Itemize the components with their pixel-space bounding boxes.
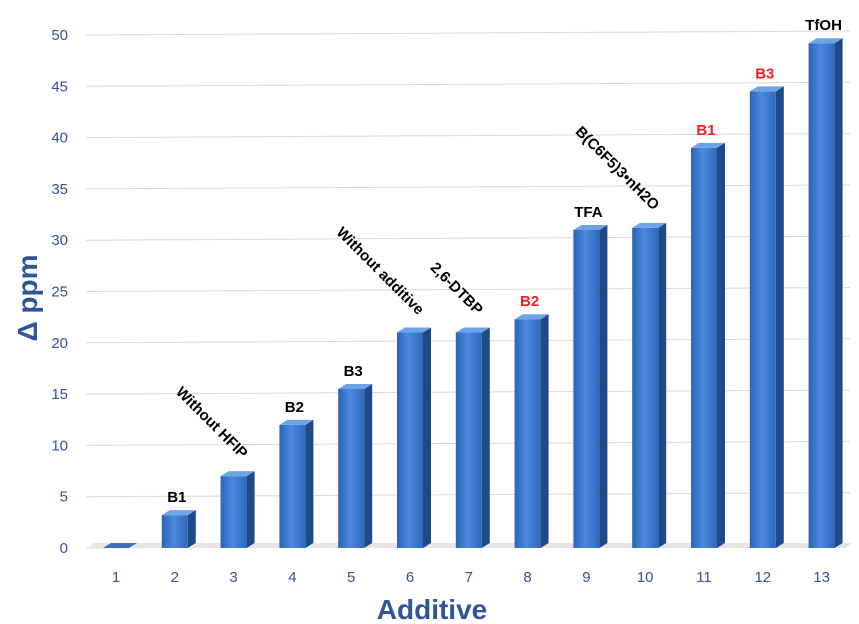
- y-tick-label: 40: [51, 130, 68, 147]
- bar-top: [573, 224, 608, 230]
- bar-top: [161, 510, 196, 516]
- bar-side: [599, 224, 608, 548]
- y-tick-label: 30: [51, 232, 68, 249]
- bar-side: [775, 86, 784, 549]
- gridline: [85, 30, 851, 36]
- gridline: [85, 133, 851, 139]
- x-tick-label: 11: [696, 569, 712, 586]
- bar-top: [691, 142, 725, 148]
- bar-label: B(C6F5)3•nH2O: [572, 123, 663, 214]
- x-tick-label: 4: [288, 569, 296, 586]
- bar-label: B3: [755, 65, 774, 82]
- x-tick-label: 2: [171, 569, 179, 586]
- y-axis-ticks: 0 5 10 15 20 25 30 35 40 45 50: [51, 27, 68, 557]
- bar-side: [834, 38, 843, 548]
- bar-front: [691, 147, 717, 549]
- bar-side: [305, 419, 314, 548]
- bar-label: B1: [167, 489, 186, 506]
- bar: [455, 327, 490, 548]
- bar-front: [397, 332, 423, 548]
- bar-label: B3: [344, 363, 363, 380]
- bar-front: [514, 319, 541, 548]
- bar-front: [161, 515, 188, 548]
- bar-label: B1: [696, 122, 715, 139]
- bar: [691, 142, 725, 549]
- bar-label: TfOH: [805, 17, 842, 34]
- bar: [338, 383, 373, 548]
- bar-side: [246, 471, 255, 548]
- bar: [279, 419, 314, 548]
- y-tick-label: 45: [51, 78, 68, 95]
- bar-top: [338, 383, 373, 389]
- bar-top: [279, 419, 314, 425]
- gridline: [85, 184, 851, 190]
- x-tick-label: 8: [523, 569, 531, 586]
- bar: [397, 327, 431, 548]
- x-axis-title: Additive: [377, 594, 487, 624]
- x-tick-label: 13: [813, 569, 830, 586]
- bar-front: [808, 43, 835, 548]
- bar: [632, 222, 667, 548]
- bar-top: [749, 86, 784, 92]
- bar-front: [338, 388, 365, 548]
- bar: [573, 224, 608, 548]
- y-tick-label: 20: [51, 335, 68, 352]
- bar-side: [423, 327, 431, 548]
- x-tick-label: 1: [112, 569, 120, 586]
- y-tick-label: 5: [60, 489, 68, 506]
- bar-top: [514, 314, 549, 320]
- bar: [749, 86, 784, 549]
- bar-top: [808, 38, 843, 44]
- bar-front: [632, 227, 659, 548]
- y-tick-label: 35: [51, 181, 68, 198]
- x-tick-label: 6: [406, 569, 414, 586]
- bar-label: 2,6-DTBP: [427, 259, 486, 318]
- x-tick-label: 12: [754, 569, 771, 586]
- bar-front: [220, 476, 247, 548]
- y-tick-label: 25: [51, 284, 68, 301]
- bar-label: B2: [285, 399, 304, 416]
- bar: [808, 38, 843, 548]
- bar-front: [455, 332, 482, 548]
- bar: [220, 471, 255, 548]
- bar-side: [187, 510, 196, 548]
- bar-top: [220, 471, 255, 477]
- bar-top: [455, 327, 490, 333]
- bar-side: [481, 327, 490, 548]
- y-tick-label: 0: [60, 540, 68, 557]
- bar: [514, 314, 549, 548]
- bar-side: [658, 222, 667, 548]
- gridline: [85, 235, 851, 241]
- bar-side: [364, 383, 373, 548]
- bar-front: [573, 229, 600, 548]
- bar-top: [632, 222, 667, 228]
- bar-front: [749, 91, 776, 549]
- bars: [103, 38, 843, 549]
- bar: [103, 543, 137, 548]
- bar-label: TFA: [574, 204, 602, 221]
- x-tick-label: 10: [637, 569, 654, 586]
- x-tick-label: 9: [582, 569, 590, 586]
- x-tick-label: 7: [465, 569, 473, 586]
- y-tick-label: 50: [51, 27, 68, 44]
- y-tick-label: 15: [51, 386, 68, 403]
- bar-label: B2: [520, 293, 539, 310]
- bar-front: [279, 424, 306, 548]
- bar: [161, 510, 196, 548]
- y-axis-title: Δ ppm: [12, 254, 43, 341]
- bar-top: [397, 327, 431, 333]
- x-tick-label: 3: [229, 569, 237, 586]
- bar-side: [540, 314, 549, 548]
- x-axis-ticks: 1 2 3 4 5 6 7 8 9 10 11 12 13: [112, 569, 830, 586]
- y-tick-label: 10: [51, 437, 68, 454]
- gridline: [85, 81, 851, 87]
- bar-top: [103, 543, 137, 548]
- bar-label: Without HFIP: [172, 384, 250, 462]
- x-tick-label: 5: [347, 569, 355, 586]
- bar-side: [717, 142, 725, 549]
